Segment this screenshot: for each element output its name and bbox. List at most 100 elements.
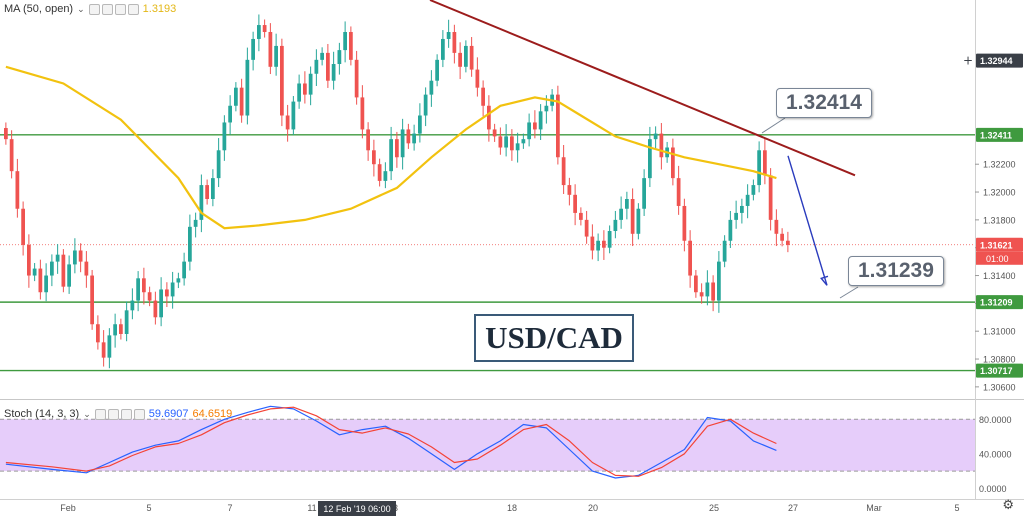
candle-body <box>538 111 543 130</box>
candle-body <box>527 122 531 140</box>
stoch-label: Stoch (14, 3, 3) <box>4 408 80 420</box>
time-tick-label: 18 <box>507 503 517 513</box>
candle-body <box>274 45 278 67</box>
candle-body <box>561 157 566 186</box>
candle-body <box>182 261 186 279</box>
price-tick-label: 1.30800 <box>983 355 1016 365</box>
candle-body <box>4 128 8 140</box>
candle-body <box>165 289 169 297</box>
candle-body <box>337 50 342 65</box>
candle-body <box>458 52 462 67</box>
stoch-tick-label: 80.0000 <box>979 415 1012 425</box>
ma-line <box>5 65 777 230</box>
time-tick-label: Feb <box>60 503 76 513</box>
candle-body <box>349 32 353 60</box>
crosshair-icon: + <box>963 54 973 68</box>
candle-body <box>786 240 790 245</box>
candle-body <box>659 133 664 158</box>
candle-body <box>435 59 439 81</box>
stoch-legend[interactable]: Stoch (14, 3, 3) ⌄ 59.6907 64.6519 <box>4 408 232 420</box>
candle-body <box>9 139 14 172</box>
gear-icon[interactable]: ⚙ <box>1002 497 1014 512</box>
forecast-arrow-head <box>820 275 829 286</box>
price-label: 1.31209 <box>980 298 1013 308</box>
price-label-bg <box>976 363 1023 378</box>
price-label: 1.31621 <box>980 240 1013 250</box>
time-tick-label: 5 <box>146 503 151 513</box>
candle-body <box>124 310 129 334</box>
chevron-down-icon[interactable]: ⌄ <box>83 408 91 419</box>
ma-legend[interactable]: MA (50, open) ⌄ 1.3193 <box>4 3 176 15</box>
candle-body <box>113 324 117 336</box>
candle-body <box>418 115 422 134</box>
settings-icon[interactable] <box>101 3 113 15</box>
candle-body <box>504 136 508 148</box>
eye-icon[interactable] <box>94 408 106 420</box>
price-tick-label: 1.31400 <box>983 271 1016 281</box>
candle-body <box>481 87 485 106</box>
price-label-bg <box>976 237 1023 252</box>
candle-body <box>510 136 514 151</box>
candle-body <box>492 129 497 137</box>
candle-body <box>613 219 618 232</box>
candle-body <box>153 300 158 318</box>
pair-title: USD/CAD <box>474 314 634 362</box>
time-tick-label: 25 <box>709 503 719 513</box>
candle-body <box>222 122 227 151</box>
candle-body <box>331 64 336 81</box>
candle-body <box>84 261 89 276</box>
chevron-down-icon[interactable]: ⌄ <box>77 3 85 14</box>
candle-body <box>211 178 215 199</box>
candle-body <box>372 150 376 165</box>
candle-body <box>245 59 250 116</box>
candle-body <box>584 219 589 237</box>
candle-body <box>15 171 20 209</box>
candle-body <box>717 261 721 301</box>
candle-body <box>441 38 445 60</box>
candle-body <box>257 25 261 39</box>
candle-body <box>101 342 106 358</box>
eye-icon[interactable] <box>88 3 100 15</box>
candle-body <box>360 97 365 130</box>
stoch-tick-label: 40.0000 <box>979 449 1012 459</box>
candle-body <box>521 139 526 144</box>
candle-body <box>308 73 313 95</box>
time-tick-label: Mar <box>866 503 882 513</box>
candle-body <box>73 250 77 265</box>
candle-body <box>648 139 652 179</box>
more-icon[interactable] <box>133 408 145 420</box>
price-tick-label: 1.32000 <box>983 188 1016 198</box>
candle-body <box>377 164 382 181</box>
candle-body <box>556 94 560 158</box>
candle-body <box>590 236 595 251</box>
ma-label: MA (50, open) <box>4 3 74 15</box>
candle-body <box>262 25 267 33</box>
candle-body <box>774 219 779 234</box>
time-tick-label: 5 <box>954 503 959 513</box>
candle-body <box>251 38 255 60</box>
close-icon[interactable] <box>120 408 132 420</box>
candle-body <box>745 194 750 206</box>
price-tick-label: 1.32200 <box>983 160 1016 170</box>
time-tick-label: 7 <box>227 503 232 513</box>
candle-body <box>406 129 411 144</box>
more-icon[interactable] <box>127 3 139 15</box>
stoch-line-d <box>5 406 777 477</box>
candle-body <box>21 208 25 245</box>
candle-body <box>400 129 405 158</box>
close-icon[interactable] <box>114 3 126 15</box>
candle-body <box>27 244 31 276</box>
candle-body <box>682 205 687 241</box>
price-tick-label: 1.30600 <box>983 382 1016 392</box>
candle-body <box>751 185 756 195</box>
settings-icon[interactable] <box>107 408 119 420</box>
price-label-bg <box>976 53 1023 68</box>
target-callout: 1.31239 <box>848 256 944 286</box>
candle-body <box>395 139 399 158</box>
candle-body <box>734 212 738 220</box>
candle-body <box>429 80 434 95</box>
time-highlight-label: 12 Feb '19 06:00 <box>323 504 390 514</box>
candle-body <box>268 32 273 67</box>
candle-body <box>107 335 112 358</box>
